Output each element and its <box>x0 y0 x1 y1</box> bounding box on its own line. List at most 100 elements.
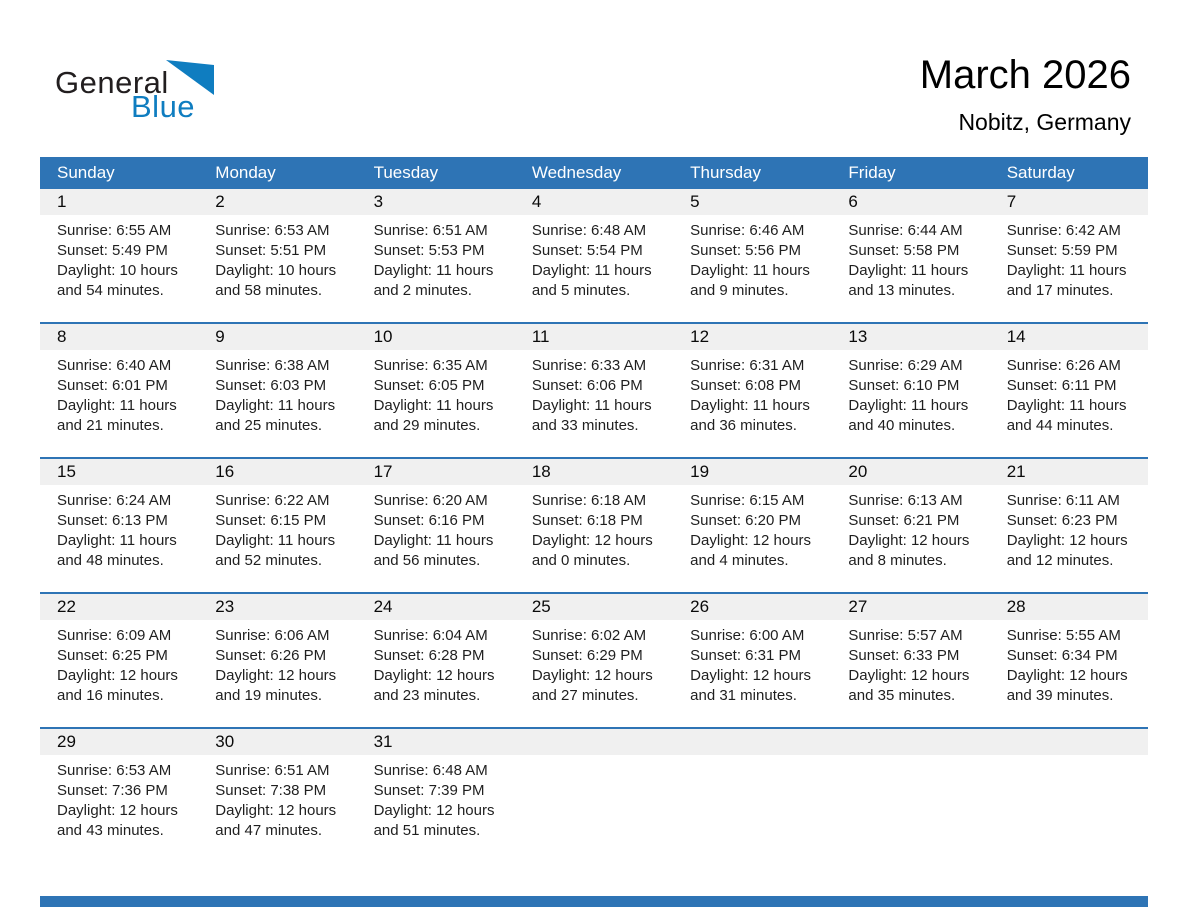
day-info-line: and 39 minutes. <box>1006 687 1114 704</box>
day-info-line: Daylight: 11 hours <box>1006 397 1127 414</box>
day-number-band: 8 9 10 11 12 13 14 <box>40 324 1148 350</box>
day-info-line: Daylight: 12 hours <box>690 532 812 549</box>
day-info-line: and 16 minutes. <box>57 687 164 704</box>
day-cell: Sunrise: 6:55 AM Sunset: 5:49 PM Daylight:… <box>40 215 198 322</box>
day-number: 8 <box>57 327 67 346</box>
day-info-line: and 9 minutes. <box>690 282 789 299</box>
day-cell: Sunrise: 6:38 AM Sunset: 6:03 PM Daylight:… <box>198 350 356 457</box>
day-info-line: Daylight: 11 hours <box>690 262 810 279</box>
day-details-band: Sunrise: 6:53 AM Sunset: 7:36 PM Daylight:… <box>40 755 1148 862</box>
day-cell: Sunrise: 6:00 AM Sunset: 6:31 PM Daylight:… <box>673 620 831 727</box>
weekday-header-saturday: Saturday <box>1006 163 1075 182</box>
day-info-line: Daylight: 11 hours <box>848 262 969 279</box>
day-info-line: and 56 minutes. <box>373 552 481 569</box>
day-info-line: Sunrise: 6:51 AM <box>373 222 488 239</box>
weekday-header-tuesday: Tuesday <box>373 163 439 182</box>
day-info-line: Daylight: 12 hours <box>848 667 970 684</box>
day-number: 3 <box>373 192 384 211</box>
day-info-line: Sunset: 5:59 PM <box>1006 242 1118 259</box>
day-number: 11 <box>531 327 550 346</box>
day-info-line: Sunrise: 6:06 AM <box>215 627 330 644</box>
day-info-line: and 21 minutes. <box>57 417 164 434</box>
day-info-line: and 40 minutes. <box>848 417 956 434</box>
day-info-line: Daylight: 12 hours <box>57 802 178 819</box>
day-info-line: and 31 minutes. <box>690 687 797 704</box>
day-info-line: Sunrise: 6:18 AM <box>531 492 647 509</box>
day-info-line: and 27 minutes. <box>531 687 639 704</box>
day-cell: Sunrise: 6:15 AM Sunset: 6:20 PM Daylight:… <box>673 485 831 592</box>
day-cell: Sunrise: 5:55 AM Sunset: 6:34 PM Daylight:… <box>990 620 1148 727</box>
empty-day-cell <box>831 755 989 862</box>
day-info-line: Sunrise: 6:38 AM <box>215 357 330 374</box>
weekday-header-wednesday: Wednesday <box>531 163 622 182</box>
day-info-line: Daylight: 11 hours <box>57 397 177 414</box>
day-info-line: Sunrise: 6:20 AM <box>373 492 488 509</box>
weekday-header-thursday: Thursday <box>690 163 762 182</box>
day-info-line: and 29 minutes. <box>373 417 481 434</box>
day-info-line: and 13 minutes. <box>848 282 956 299</box>
day-cell: Sunrise: 6:53 AM Sunset: 5:51 PM Daylight:… <box>198 215 356 322</box>
day-number: 21 <box>1006 462 1026 481</box>
day-cell: Sunrise: 6:06 AM Sunset: 6:26 PM Daylight:… <box>198 620 356 727</box>
day-info-line: Sunrise: 5:55 AM <box>1006 627 1121 644</box>
footer-bar <box>40 896 1148 907</box>
day-number: 14 <box>1006 327 1026 346</box>
day-info-line: Daylight: 11 hours <box>215 397 336 414</box>
day-info-line: Sunset: 6:34 PM <box>1006 647 1118 664</box>
day-info-line: and 51 minutes. <box>373 822 481 839</box>
day-info-line: Sunrise: 6:42 AM <box>1006 222 1121 239</box>
day-cell: Sunrise: 6:13 AM Sunset: 6:21 PM Daylight:… <box>831 485 989 592</box>
day-cell: Sunrise: 6:42 AM Sunset: 5:59 PM Daylight:… <box>990 215 1148 322</box>
day-info-line: and 54 minutes. <box>57 282 164 299</box>
day-number: 13 <box>848 327 868 346</box>
day-info-line: Sunset: 5:51 PM <box>215 242 327 259</box>
day-cell: Sunrise: 6:18 AM Sunset: 6:18 PM Daylight:… <box>515 485 673 592</box>
day-details-band: Sunrise: 6:24 AM Sunset: 6:13 PM Daylight:… <box>40 485 1148 592</box>
day-info-line: Sunrise: 6:44 AM <box>848 222 963 239</box>
day-cell: Sunrise: 5:57 AM Sunset: 6:33 PM Daylight:… <box>831 620 989 727</box>
day-number: 1 <box>57 192 67 211</box>
day-info-line: Sunset: 5:58 PM <box>848 242 960 259</box>
day-info-line: Daylight: 11 hours <box>373 532 494 549</box>
day-cell: Sunrise: 6:46 AM Sunset: 5:56 PM Daylight:… <box>673 215 831 322</box>
day-info-line: Sunrise: 6:22 AM <box>215 492 330 509</box>
day-info-line: and 35 minutes. <box>848 687 956 704</box>
day-number-band: 15 16 17 18 19 20 21 <box>40 459 1148 485</box>
day-details-band: Sunrise: 6:09 AM Sunset: 6:25 PM Daylight:… <box>40 620 1148 727</box>
day-info-line: Sunset: 7:36 PM <box>57 782 168 799</box>
calendar-table: Sunday Monday Tuesday Wednesday Thursday Frid… <box>40 157 1148 862</box>
day-number: 27 <box>848 597 868 616</box>
weekday-header-monday: Monday <box>215 163 276 182</box>
day-number: 31 <box>373 732 393 751</box>
day-info-line: Daylight: 12 hours <box>1006 532 1128 549</box>
day-info-line: Sunrise: 6:35 AM <box>373 357 488 374</box>
day-number: 17 <box>373 462 393 481</box>
day-cell: Sunrise: 6:02 AM Sunset: 6:29 PM Daylight:… <box>515 620 673 727</box>
day-info-line: Sunset: 5:49 PM <box>57 242 168 259</box>
day-info-line: Sunset: 6:08 PM <box>690 377 802 394</box>
day-number-band: 1 2 3 4 5 6 7 <box>40 189 1148 215</box>
logo-text-blue: Blue <box>131 89 196 124</box>
day-info-line: Sunset: 6:11 PM <box>1006 377 1117 394</box>
day-number: 15 <box>57 462 76 481</box>
day-info-line: Sunrise: 6:48 AM <box>373 762 488 779</box>
day-info-line: Daylight: 12 hours <box>690 667 812 684</box>
day-info-line: Sunrise: 6:26 AM <box>1006 357 1121 374</box>
day-info-line: and 52 minutes. <box>215 552 323 569</box>
day-number: 2 <box>215 192 225 211</box>
day-info-line: Daylight: 11 hours <box>373 262 494 279</box>
day-number: 5 <box>690 192 700 211</box>
day-info-line: Daylight: 11 hours <box>690 397 810 414</box>
day-info-line: and 33 minutes. <box>531 417 639 434</box>
day-info-line: and 8 minutes. <box>848 552 947 569</box>
weekday-header-row: Sunday Monday Tuesday Wednesday Thursday Frid… <box>40 157 1148 189</box>
day-info-line: Sunrise: 6:40 AM <box>57 357 172 374</box>
day-info-line: Daylight: 11 hours <box>215 532 336 549</box>
day-number: 10 <box>373 327 393 346</box>
empty-day-number <box>990 729 1148 755</box>
day-info-line: Daylight: 12 hours <box>373 667 495 684</box>
day-cell: Sunrise: 6:04 AM Sunset: 6:28 PM Daylight:… <box>357 620 515 727</box>
week-row-4: 22 23 24 25 26 27 28 Sunrise: 6:09 AM Sunset: 6:… <box>40 592 1148 727</box>
day-info-line: Sunset: 5:54 PM <box>531 242 643 259</box>
day-info-line: Sunrise: 6:29 AM <box>848 357 963 374</box>
